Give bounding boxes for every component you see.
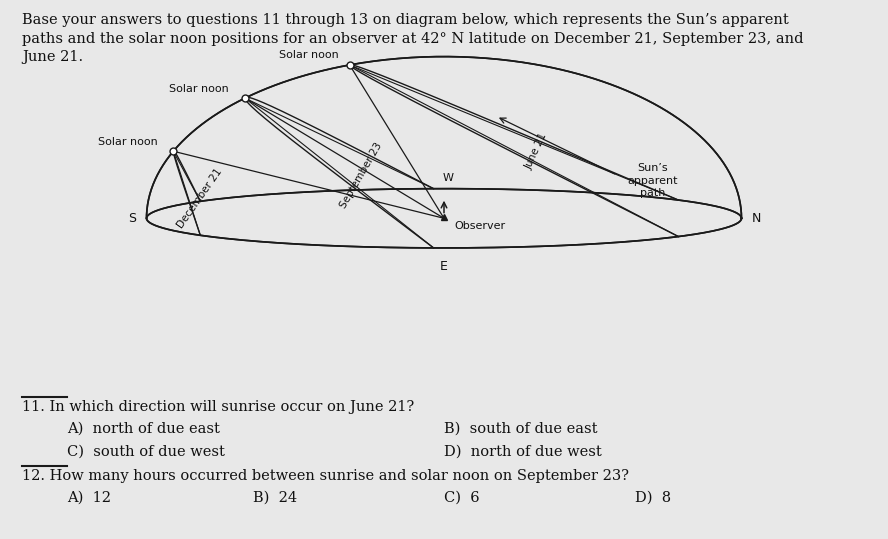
Text: Observer: Observer [455,221,506,231]
Text: 12. How many hours occurred between sunrise and solar noon on September 23?: 12. How many hours occurred between sunr… [22,469,630,483]
Text: September 23: September 23 [338,141,385,210]
Text: Solar noon: Solar noon [279,50,339,60]
Text: A)  north of due east: A) north of due east [67,422,219,436]
Text: Base your answers to questions 11 through 13 on diagram below, which represents : Base your answers to questions 11 throug… [22,13,804,64]
Text: 11. In which direction will sunrise occur on June 21?: 11. In which direction will sunrise occu… [22,400,415,414]
Text: B)  south of due east: B) south of due east [444,422,598,436]
Text: A)  12: A) 12 [67,490,111,505]
Text: Solar noon: Solar noon [170,84,229,94]
Text: C)  south of due west: C) south of due west [67,445,225,459]
Text: Sun’s
apparent
path: Sun’s apparent path [628,163,678,198]
Text: S: S [128,212,136,225]
Text: D)  8: D) 8 [635,490,671,505]
Polygon shape [147,189,741,218]
Text: December 21: December 21 [176,167,225,230]
Polygon shape [147,218,741,248]
Text: W: W [443,173,454,183]
Text: E: E [440,260,448,273]
Text: C)  6: C) 6 [444,490,480,505]
Text: B)  24: B) 24 [253,490,297,505]
Text: D)  north of due west: D) north of due west [444,445,602,459]
Text: N: N [752,212,762,225]
Text: Solar noon: Solar noon [98,137,157,147]
Text: June 21: June 21 [523,131,549,170]
